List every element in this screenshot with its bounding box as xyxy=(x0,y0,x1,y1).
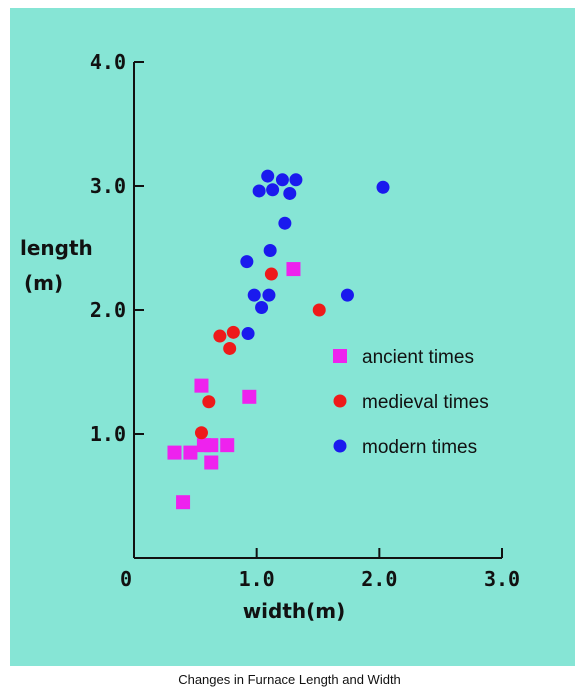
data-point-ancient-times xyxy=(204,455,219,470)
x-tick-label: 2.0 xyxy=(361,567,397,591)
legend: ancient times medieval times modern times xyxy=(333,347,489,458)
data-point-modern-times xyxy=(240,255,254,269)
data-point-medieval-times xyxy=(194,426,208,440)
data-point-modern-times xyxy=(255,301,269,315)
y-tick-label: 2.0 xyxy=(90,298,126,322)
legend-label: medieval times xyxy=(362,392,489,413)
legend-marker xyxy=(333,439,347,453)
chart-caption: Changes in Furnace Length and Width xyxy=(178,672,401,687)
data-point-ancient-times xyxy=(194,378,209,393)
data-point-ancient-times xyxy=(176,495,191,510)
data-point-modern-times xyxy=(289,173,303,187)
data-point-ancient-times xyxy=(167,445,182,460)
ticks: 0 1.0 2.0 3.0 1.0 2.0 3.0 4.0 xyxy=(90,50,520,591)
data-point-medieval-times xyxy=(213,329,227,343)
legend-label: modern times xyxy=(362,437,477,458)
x-tick-label: 0 xyxy=(120,567,132,591)
legend-marker xyxy=(333,394,347,408)
y-tick-label: 3.0 xyxy=(90,174,126,198)
data-point-medieval-times xyxy=(226,325,240,339)
data-point-medieval-times xyxy=(202,395,216,409)
x-tick-label: 3.0 xyxy=(484,567,520,591)
y-axis-title-line-2: (m) xyxy=(24,271,63,295)
data-point-modern-times xyxy=(340,288,354,302)
data-point-modern-times xyxy=(261,169,275,183)
data-point-modern-times xyxy=(247,288,261,302)
data-point-modern-times xyxy=(262,288,276,302)
y-tick-label: 4.0 xyxy=(90,50,126,74)
data-point-modern-times xyxy=(376,180,390,194)
y-axis-title-line-1: length xyxy=(20,236,93,260)
data-point-modern-times xyxy=(278,216,292,230)
legend-marker xyxy=(333,349,347,363)
data-point-ancient-times xyxy=(220,438,235,453)
scatter-chart: 0 1.0 2.0 3.0 1.0 2.0 3.0 4.0 length (m) width(… xyxy=(20,50,520,623)
data-point-modern-times xyxy=(263,243,277,257)
data-point-ancient-times xyxy=(204,438,219,453)
data-point-medieval-times xyxy=(223,341,237,355)
data-point-modern-times xyxy=(266,183,280,197)
data-point-modern-times xyxy=(275,173,289,187)
data-point-medieval-times xyxy=(312,303,326,317)
data-point-modern-times xyxy=(241,327,255,341)
legend-label: ancient times xyxy=(362,347,474,368)
chart-panel: 0 1.0 2.0 3.0 1.0 2.0 3.0 4.0 length (m) width(… xyxy=(10,8,575,666)
data-point-ancient-times xyxy=(286,262,301,277)
data-point-ancient-times xyxy=(183,445,198,460)
data-point-modern-times xyxy=(283,186,297,200)
x-tick-label: 1.0 xyxy=(239,567,275,591)
x-axis-title: width(m) xyxy=(243,599,346,623)
data-points xyxy=(167,169,390,510)
axis-titles: length (m) width(m) xyxy=(20,236,345,623)
data-point-modern-times xyxy=(252,184,266,198)
y-tick-label: 1.0 xyxy=(90,422,126,446)
data-point-medieval-times xyxy=(264,267,278,281)
data-point-ancient-times xyxy=(242,389,257,404)
